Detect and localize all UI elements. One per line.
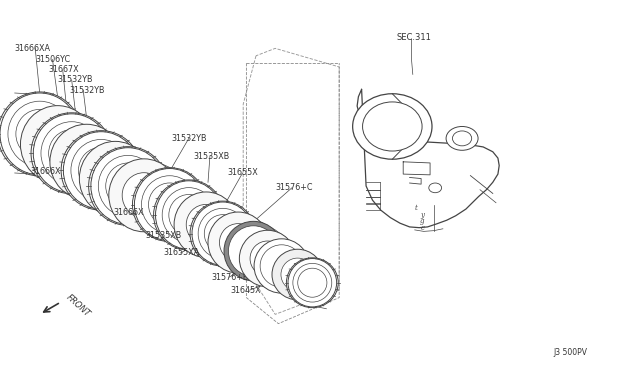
Text: 31666X: 31666X (31, 167, 61, 176)
Ellipse shape (93, 155, 138, 202)
Text: 31667X: 31667X (48, 65, 79, 74)
Text: 31666X: 31666X (114, 208, 145, 217)
Ellipse shape (287, 258, 339, 308)
Ellipse shape (122, 173, 166, 218)
Text: y: y (420, 211, 424, 219)
Ellipse shape (250, 241, 285, 276)
Text: 31645X: 31645X (230, 286, 261, 295)
Ellipse shape (64, 138, 109, 185)
Text: 31576+C: 31576+C (275, 183, 313, 192)
Text: t: t (415, 204, 417, 212)
Ellipse shape (16, 109, 63, 158)
Text: 31532YB: 31532YB (172, 134, 207, 143)
Ellipse shape (224, 221, 283, 281)
Text: J3 500PV: J3 500PV (554, 348, 588, 357)
Ellipse shape (260, 245, 303, 287)
Ellipse shape (190, 201, 255, 266)
Ellipse shape (50, 124, 123, 199)
Ellipse shape (71, 140, 131, 201)
Ellipse shape (169, 195, 209, 235)
Ellipse shape (20, 106, 95, 183)
Text: 31655XA: 31655XA (163, 248, 200, 257)
Ellipse shape (446, 126, 478, 150)
Ellipse shape (239, 230, 296, 287)
Ellipse shape (132, 168, 207, 241)
Ellipse shape (154, 180, 224, 250)
Text: 31576+B: 31576+B (211, 273, 248, 282)
Ellipse shape (198, 208, 247, 259)
Ellipse shape (362, 102, 422, 151)
Ellipse shape (35, 121, 81, 168)
Ellipse shape (186, 204, 226, 245)
Ellipse shape (272, 249, 323, 300)
Ellipse shape (141, 176, 198, 234)
Text: 31535XB: 31535XB (146, 231, 182, 240)
Ellipse shape (204, 215, 241, 253)
Ellipse shape (79, 141, 151, 216)
Ellipse shape (61, 131, 141, 210)
Ellipse shape (452, 131, 472, 146)
Text: 31655X: 31655X (228, 169, 259, 177)
Ellipse shape (31, 113, 113, 194)
Text: 31532YB: 31532YB (58, 76, 93, 84)
Ellipse shape (298, 268, 327, 297)
Ellipse shape (88, 147, 168, 225)
Ellipse shape (99, 155, 157, 217)
Ellipse shape (293, 263, 332, 302)
Ellipse shape (0, 92, 82, 176)
Ellipse shape (220, 224, 257, 262)
Ellipse shape (8, 101, 72, 167)
Text: 31532YB: 31532YB (69, 86, 104, 94)
Ellipse shape (148, 183, 191, 226)
Ellipse shape (106, 163, 150, 209)
Text: 31535XB: 31535XB (193, 152, 230, 161)
Ellipse shape (41, 122, 102, 185)
Text: FRONT: FRONT (64, 293, 92, 319)
Ellipse shape (79, 147, 124, 193)
Text: g: g (420, 217, 425, 225)
Ellipse shape (109, 159, 179, 232)
Ellipse shape (429, 183, 442, 193)
Ellipse shape (162, 187, 216, 243)
Ellipse shape (208, 212, 268, 273)
Ellipse shape (281, 258, 314, 291)
Ellipse shape (254, 239, 309, 293)
Ellipse shape (353, 94, 432, 159)
Text: c: c (420, 224, 424, 232)
Text: SEC.311: SEC.311 (397, 33, 431, 42)
Text: 31666XA: 31666XA (14, 44, 50, 53)
Ellipse shape (228, 226, 278, 276)
Text: 31506YC: 31506YC (35, 55, 70, 64)
Ellipse shape (49, 129, 95, 177)
Ellipse shape (174, 192, 238, 257)
